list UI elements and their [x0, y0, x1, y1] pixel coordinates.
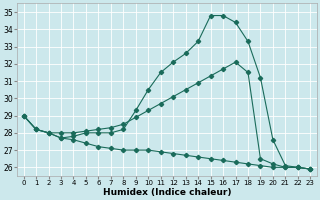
X-axis label: Humidex (Indice chaleur): Humidex (Indice chaleur): [103, 188, 231, 197]
